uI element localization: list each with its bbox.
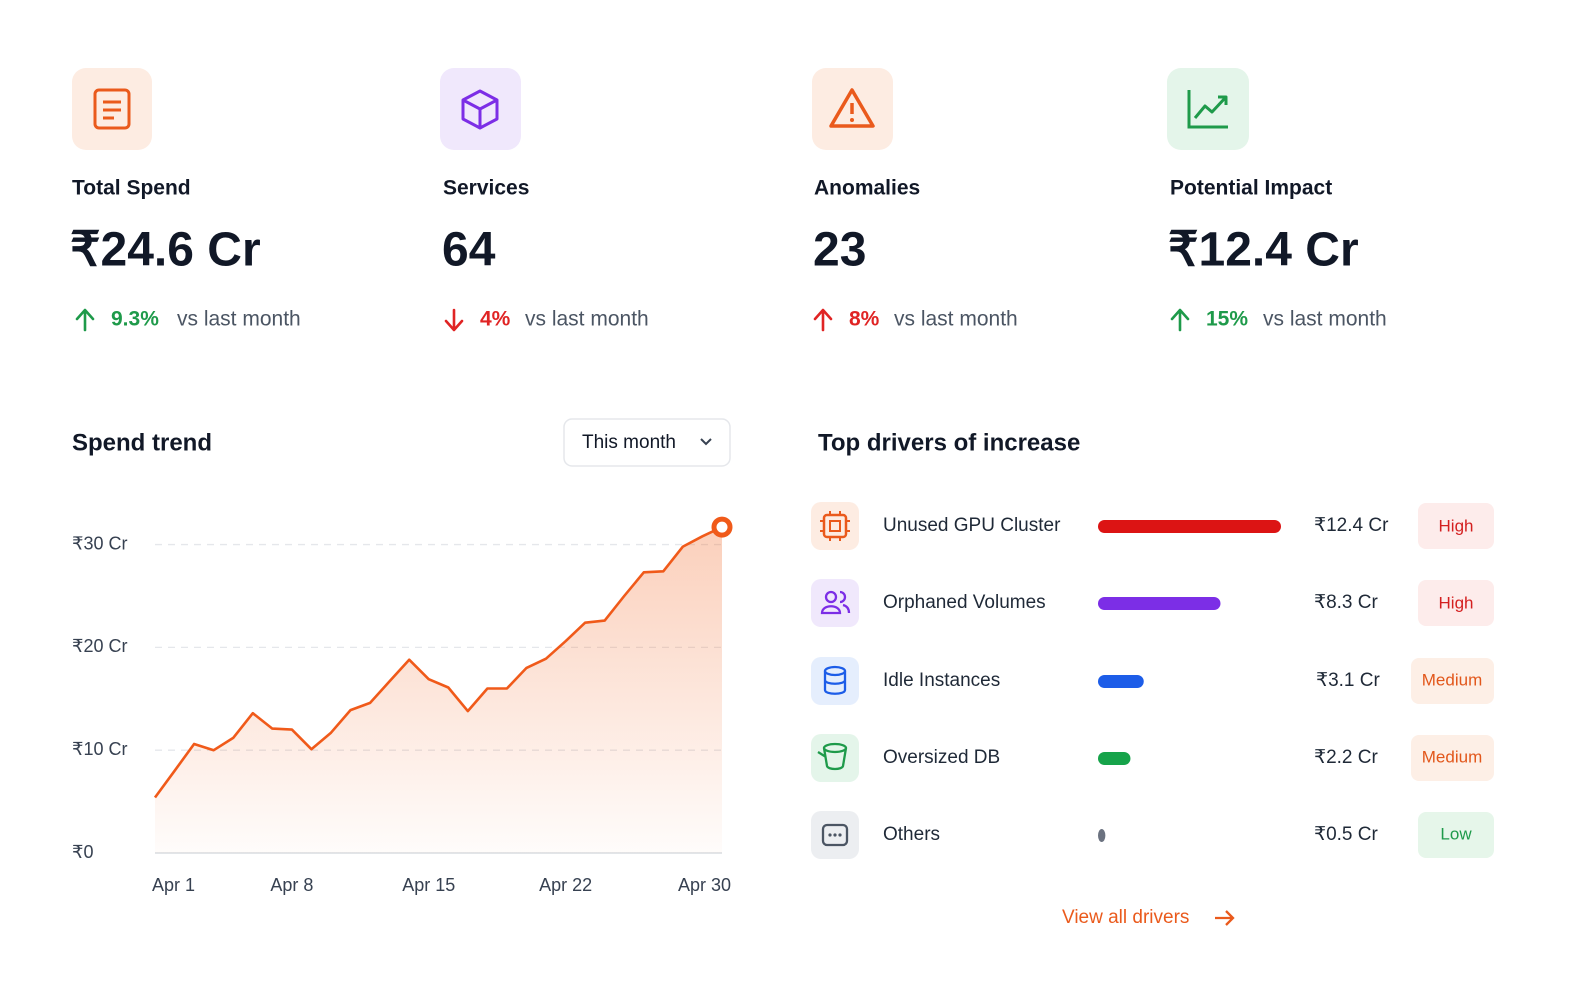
kpi-label: Services <box>443 177 529 200</box>
period-dropdown[interactable]: This month <box>563 418 731 467</box>
x-tick-label: Apr 22 <box>539 875 592 895</box>
driver-amount: ₹3.1 Cr <box>1316 670 1381 691</box>
y-tick-label: ₹10 Cr <box>72 739 127 759</box>
section-title: Spend trend <box>72 429 212 456</box>
kpi-change: 4% <box>480 308 511 331</box>
area-fill <box>155 527 722 853</box>
driver-bar <box>1098 752 1131 765</box>
kpi-change: 9.3% <box>111 308 159 331</box>
x-tick-label: Apr 8 <box>270 875 313 895</box>
driver-amount: ₹12.4 Cr <box>1314 515 1389 536</box>
kpi-label: Potential Impact <box>1170 177 1332 200</box>
driver-icon <box>811 657 859 705</box>
trend-arrow <box>75 308 95 332</box>
trend-arrow <box>1170 308 1190 332</box>
kpi-change: 15% <box>1206 308 1248 331</box>
view-all-link[interactable]: View all drivers <box>1062 907 1235 928</box>
kpi-icon <box>440 68 521 150</box>
x-tick-label: Apr 30 <box>678 875 731 895</box>
driver-amount: ₹8.3 Cr <box>1314 592 1379 613</box>
kpi-icon <box>812 68 893 150</box>
driver-list: Unused GPU Cluster ₹12.4 Cr High Orphane… <box>883 503 1494 858</box>
kpi-comparison: vs last month <box>894 308 1018 331</box>
driver-name: Orphaned Volumes <box>883 592 1046 613</box>
severity-label: Low <box>1440 824 1472 843</box>
driver-name: Others <box>883 824 940 845</box>
trend-arrow <box>444 308 464 332</box>
driver-icon <box>811 579 859 627</box>
trend-arrow <box>813 308 833 332</box>
driver-name: Unused GPU Cluster <box>883 515 1061 536</box>
driver-icon <box>811 811 859 859</box>
kpi-row: Total Spend ₹24.6 Cr 9.3% vs last month … <box>70 177 1387 331</box>
spend-chart: ₹0 ₹10 Cr ₹20 Cr ₹30 Cr Apr 1 Apr 8 Apr 15 Apr … <box>72 516 733 895</box>
kpi-value: 64 <box>442 224 496 277</box>
severity-badge <box>1411 735 1494 781</box>
driver-bar <box>1098 520 1281 533</box>
kpi-comparison: vs last month <box>525 308 649 331</box>
driver-bar <box>1098 829 1106 842</box>
severity-badge <box>1418 812 1494 858</box>
severity-label: Medium <box>1422 670 1482 689</box>
y-tick-label: ₹30 Cr <box>72 533 127 553</box>
driver-name: Oversized DB <box>883 747 1000 768</box>
kpi-icon <box>72 68 152 150</box>
driver-amount: ₹2.2 Cr <box>1314 747 1379 768</box>
kpi-value: ₹12.4 Cr <box>1168 224 1359 277</box>
trend-line <box>153 525 723 799</box>
driver-icon <box>811 502 859 550</box>
y-tick-label: ₹0 <box>72 842 93 862</box>
x-tick-label: Apr 15 <box>402 875 455 895</box>
severity-badge <box>1411 658 1494 704</box>
dropdown-label[interactable]: This month <box>582 432 676 453</box>
kpi-comparison: vs last month <box>1263 308 1387 331</box>
x-tick-label: Apr 1 <box>152 875 195 895</box>
severity-label: High <box>1439 593 1474 612</box>
severity-badge <box>1418 503 1494 549</box>
driver-bar <box>1098 597 1221 610</box>
severity-label: Medium <box>1422 747 1482 766</box>
kpi-comparison: vs last month <box>177 308 301 331</box>
kpi-value: ₹24.6 Cr <box>70 224 261 277</box>
kpi-value: 23 <box>813 224 866 277</box>
driver-bar <box>1098 675 1144 688</box>
driver-icon <box>811 734 859 782</box>
driver-name: Idle Instances <box>883 670 1000 691</box>
kpi-change: 8% <box>849 308 880 331</box>
section-title: Top drivers of increase <box>818 429 1080 456</box>
severity-label: High <box>1439 516 1474 535</box>
kpi-label: Anomalies <box>814 177 920 200</box>
latest-point <box>711 516 733 538</box>
kpi-label: Total Spend <box>72 177 191 200</box>
driver-amount: ₹0.5 Cr <box>1314 824 1379 845</box>
link-label[interactable]: View all drivers <box>1062 907 1189 928</box>
y-tick-label: ₹20 Cr <box>72 636 127 656</box>
severity-badge <box>1418 580 1494 626</box>
kpi-icon <box>1167 68 1249 150</box>
